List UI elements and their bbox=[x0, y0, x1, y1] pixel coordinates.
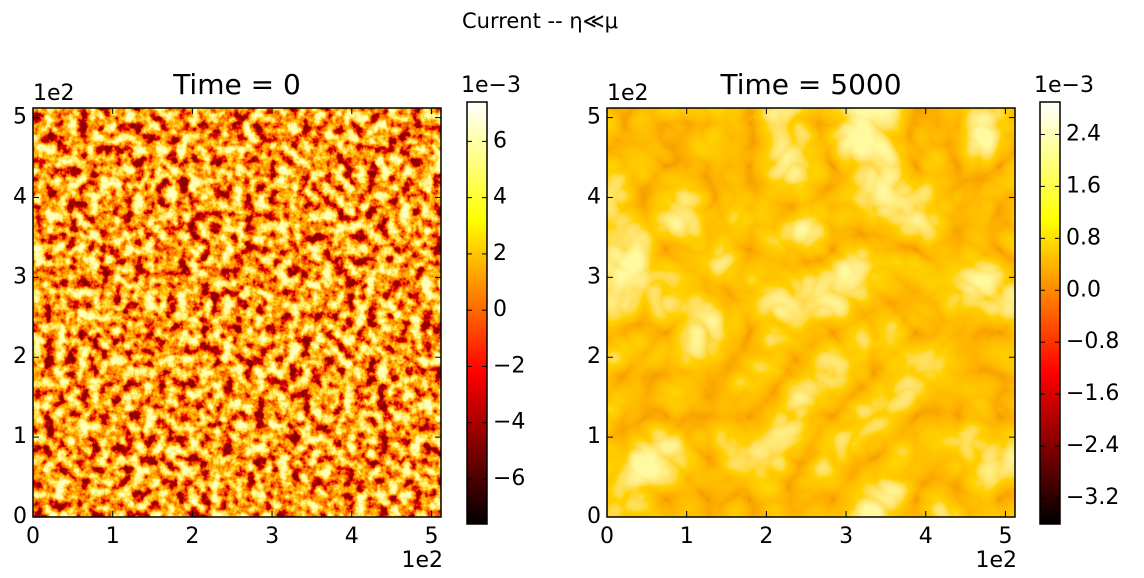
figure-title: Current -- η≪μ bbox=[462, 9, 618, 33]
y-tick-label: 4 bbox=[13, 184, 27, 209]
y-tick-label: 5 bbox=[13, 105, 27, 130]
axes-frame bbox=[606, 107, 1016, 518]
x-tick-label: 3 bbox=[265, 524, 279, 549]
x-tick-label: 4 bbox=[919, 524, 933, 549]
axes-title: Time = 0 bbox=[172, 68, 301, 101]
x-tick-label: 2 bbox=[185, 524, 199, 549]
x-offset-label: 1e2 bbox=[975, 548, 1017, 573]
colorbar bbox=[1039, 101, 1061, 525]
x-offset-label: 1e2 bbox=[401, 548, 443, 573]
x-tick-label: 1 bbox=[680, 524, 694, 549]
colorbar-tick-label: −0.8 bbox=[1066, 329, 1119, 354]
colorbar bbox=[466, 101, 488, 525]
colorbar-tick-label: −1.6 bbox=[1066, 381, 1119, 406]
colorbar-tick-label: 1.6 bbox=[1066, 173, 1101, 198]
y-tick-label: 5 bbox=[587, 105, 601, 130]
field-image bbox=[607, 108, 1015, 517]
colorbar-tick-label: −2 bbox=[493, 353, 525, 378]
colorbar-tick-label: 0.8 bbox=[1066, 225, 1101, 250]
field-image bbox=[33, 108, 441, 517]
colorbar-offset-label: 1e−3 bbox=[461, 73, 521, 98]
y-tick-label: 2 bbox=[587, 344, 601, 369]
colorbar-tick-label: −4 bbox=[493, 410, 525, 435]
colorbar-tick-label: −3.2 bbox=[1066, 485, 1119, 510]
x-tick-label: 1 bbox=[106, 524, 120, 549]
x-tick-label: 0 bbox=[600, 524, 614, 549]
x-tick-label: 5 bbox=[998, 524, 1012, 549]
x-tick-label: 4 bbox=[345, 524, 359, 549]
y-tick-label: 4 bbox=[587, 184, 601, 209]
axes-frame bbox=[32, 107, 442, 518]
y-tick-label: 1 bbox=[13, 424, 27, 449]
y-tick-label: 3 bbox=[587, 264, 601, 289]
y-offset-label: 1e2 bbox=[33, 81, 75, 106]
colorbar-tick-label: 2 bbox=[493, 241, 507, 266]
colorbar-tick-label: 0.0 bbox=[1066, 277, 1101, 302]
x-tick-label: 0 bbox=[26, 524, 40, 549]
x-tick-label: 3 bbox=[839, 524, 853, 549]
colorbar-tick-label: 2.4 bbox=[1066, 121, 1101, 146]
colorbar-tick-label: 0 bbox=[493, 297, 507, 322]
y-tick-label: 1 bbox=[587, 424, 601, 449]
colorbar-offset-label: 1e−3 bbox=[1034, 73, 1094, 98]
colorbar-tick-label: 4 bbox=[493, 185, 507, 210]
y-offset-label: 1e2 bbox=[607, 81, 649, 106]
colorbar-tick-label: 6 bbox=[493, 128, 507, 153]
y-tick-label: 0 bbox=[13, 504, 27, 529]
x-tick-label: 2 bbox=[759, 524, 773, 549]
colorbar-tick-label: −6 bbox=[493, 466, 525, 491]
axes-title: Time = 5000 bbox=[719, 68, 901, 101]
x-tick-label: 5 bbox=[424, 524, 438, 549]
y-tick-label: 3 bbox=[13, 264, 27, 289]
colorbar-tick-label: −2.4 bbox=[1066, 433, 1119, 458]
y-tick-label: 0 bbox=[587, 504, 601, 529]
y-tick-label: 2 bbox=[13, 344, 27, 369]
